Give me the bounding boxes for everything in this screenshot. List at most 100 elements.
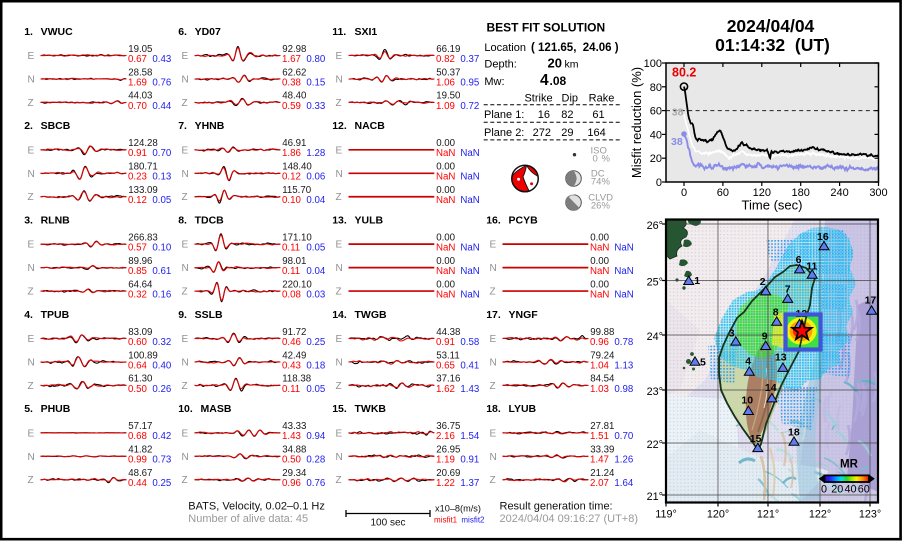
svg-text:4: 4 [540, 72, 549, 89]
svg-text:83.09: 83.09 [128, 327, 152, 338]
svg-text:29: 29 [561, 127, 573, 139]
svg-text:Misfit reduction (%): Misfit reduction (%) [629, 67, 644, 178]
svg-text:0.11: 0.11 [282, 243, 300, 254]
svg-text:2024/04/04: 2024/04/04 [727, 16, 815, 36]
svg-text:0.08: 0.08 [282, 290, 301, 301]
svg-text:0.68: 0.68 [128, 431, 147, 442]
svg-text:100: 100 [644, 58, 662, 70]
svg-text:1.09: 1.09 [436, 101, 455, 112]
svg-text:Plane 2:: Plane 2: [484, 127, 524, 139]
svg-text:2: 2 [760, 276, 766, 288]
svg-text:171.10: 171.10 [282, 233, 312, 244]
svg-text:33.39: 33.39 [590, 445, 614, 456]
svg-text:0.60: 0.60 [128, 337, 147, 348]
svg-text:0.04: 0.04 [306, 195, 325, 206]
svg-text:0.70: 0.70 [128, 101, 147, 112]
svg-text:Z: Z [182, 192, 188, 203]
svg-text:0.67: 0.67 [128, 54, 147, 65]
svg-text:120°: 120° [707, 508, 729, 520]
svg-text:8.: 8. [178, 215, 187, 227]
svg-text:5.: 5. [24, 403, 33, 415]
svg-text:N: N [336, 169, 343, 180]
svg-text:16.: 16. [486, 215, 501, 227]
svg-text:misfit1: misfit1 [434, 515, 458, 524]
svg-text:N: N [28, 263, 35, 274]
svg-text:NaN: NaN [590, 290, 609, 301]
svg-text:1.13: 1.13 [614, 360, 633, 371]
svg-text:1.: 1. [24, 26, 33, 38]
svg-text:0.00: 0.00 [590, 256, 609, 267]
svg-text:0.38: 0.38 [282, 77, 301, 88]
svg-text:36.75: 36.75 [436, 421, 460, 432]
svg-text:NaN: NaN [436, 172, 455, 183]
svg-text:N: N [28, 169, 35, 180]
svg-text:57.17: 57.17 [128, 421, 152, 432]
svg-text:6.: 6. [178, 26, 187, 38]
svg-text:15.: 15. [332, 403, 347, 415]
svg-text:NaN: NaN [614, 290, 633, 301]
svg-text:20: 20 [548, 56, 562, 71]
svg-text:N: N [490, 263, 497, 274]
svg-text:0.70: 0.70 [614, 431, 633, 442]
svg-text:Z: Z [28, 475, 34, 486]
svg-text:20: 20 [831, 483, 843, 495]
svg-text:8: 8 [773, 307, 779, 319]
svg-text:14: 14 [765, 382, 777, 394]
svg-text:NaN: NaN [614, 243, 633, 254]
svg-text:0.00: 0.00 [590, 233, 609, 244]
svg-text:1.43: 1.43 [282, 431, 301, 442]
svg-text:24°: 24° [647, 331, 663, 343]
svg-text:E: E [28, 240, 35, 251]
svg-text:1.19: 1.19 [436, 455, 455, 466]
svg-text:N: N [490, 452, 497, 463]
svg-text:1.86: 1.86 [282, 148, 301, 159]
svg-text:7.: 7. [178, 120, 187, 132]
svg-text:22°: 22° [647, 439, 663, 451]
svg-text:0.61: 0.61 [152, 266, 171, 277]
svg-text:21°: 21° [647, 491, 663, 503]
svg-text:%: % [602, 201, 611, 212]
svg-text:98.01: 98.01 [282, 256, 306, 267]
svg-text:38: 38 [671, 136, 683, 148]
svg-text:180: 180 [792, 187, 810, 199]
svg-text:28.58: 28.58 [128, 67, 152, 78]
svg-text:%: % [602, 177, 611, 188]
svg-text:E: E [490, 428, 497, 439]
svg-text:E: E [336, 334, 343, 345]
svg-text:3.: 3. [24, 215, 33, 227]
svg-text:0.95: 0.95 [460, 77, 479, 88]
svg-text:Z: Z [490, 381, 496, 392]
svg-text:x10–8(m/s): x10–8(m/s) [435, 504, 481, 514]
svg-text:BEST FIT SOLUTION: BEST FIT SOLUTION [487, 21, 606, 35]
svg-text:N: N [28, 75, 35, 86]
svg-text:44.03: 44.03 [128, 91, 152, 102]
svg-text:0.32: 0.32 [128, 290, 147, 301]
svg-text:Depth:: Depth: [484, 59, 516, 71]
svg-text:122°: 122° [809, 508, 831, 520]
svg-text:26.95: 26.95 [436, 445, 460, 456]
svg-text:Z: Z [336, 98, 342, 109]
svg-text:16: 16 [538, 109, 550, 121]
svg-text:38: 38 [672, 106, 684, 118]
svg-text:12.: 12. [332, 120, 347, 132]
svg-text:0.50: 0.50 [282, 455, 301, 466]
svg-text:0.50: 0.50 [128, 384, 147, 395]
svg-text:0.25: 0.25 [152, 478, 171, 489]
svg-text:4.: 4. [24, 309, 33, 321]
svg-text:Mw:: Mw: [484, 76, 504, 88]
svg-text:N: N [182, 263, 189, 274]
svg-text:0.73: 0.73 [152, 455, 171, 466]
svg-text:115.70: 115.70 [282, 185, 312, 196]
svg-text:26: 26 [591, 201, 602, 212]
svg-text:0.00: 0.00 [436, 138, 455, 149]
svg-text:Z: Z [182, 381, 188, 392]
svg-text:0.85: 0.85 [128, 266, 147, 277]
svg-text:0.16: 0.16 [152, 290, 171, 301]
svg-text:148.40: 148.40 [282, 162, 312, 173]
svg-text:17.: 17. [486, 309, 501, 321]
svg-text:60: 60 [858, 483, 870, 495]
svg-text:0.72: 0.72 [460, 101, 479, 112]
svg-text:Rake: Rake [589, 93, 615, 105]
svg-text:0.44: 0.44 [152, 101, 171, 112]
svg-text:18: 18 [788, 427, 800, 439]
